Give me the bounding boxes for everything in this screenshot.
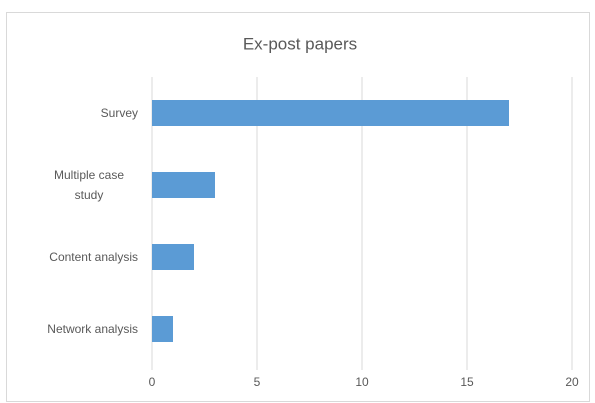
y-tick-label: Multiple case study	[53, 168, 125, 202]
category-label-box: Survey	[101, 103, 138, 123]
category-label-box: Content analysis	[49, 247, 138, 267]
y-tick-label: Survey	[100, 106, 138, 120]
y-tick-label: Network analysis	[47, 322, 138, 336]
bar	[152, 316, 173, 342]
x-tick-label: 10	[355, 375, 369, 389]
x-tick-label: 20	[565, 375, 579, 389]
bar	[152, 172, 215, 198]
y-tick-label: Content analysis	[49, 250, 138, 264]
x-tick-label: 5	[254, 375, 261, 389]
category-label-box: Multiple case study	[40, 165, 138, 205]
x-tick-label: 15	[460, 375, 474, 389]
chart-border	[6, 12, 590, 402]
bar	[152, 244, 194, 270]
x-tick-label: 0	[149, 375, 156, 389]
bar	[152, 100, 509, 126]
category-label-box: Network analysis	[47, 319, 138, 339]
chart-title: Ex-post papers	[243, 34, 357, 53]
